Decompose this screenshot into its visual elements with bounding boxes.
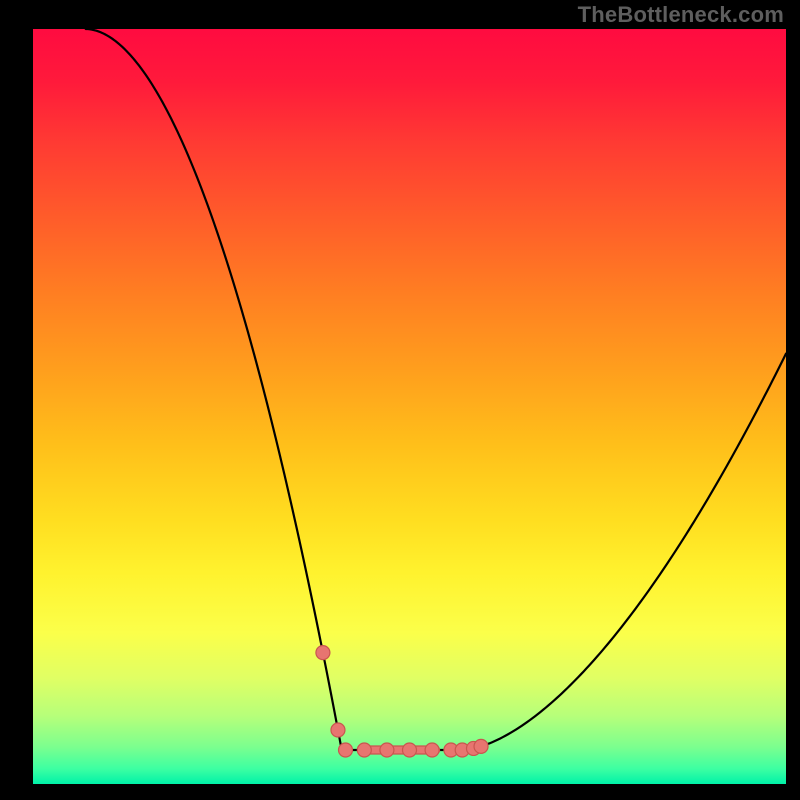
- watermark-text: TheBottleneck.com: [578, 2, 784, 28]
- curve-marker: [380, 743, 394, 757]
- plot-svg: [33, 29, 786, 784]
- curve-marker: [403, 743, 417, 757]
- curve-marker: [357, 743, 371, 757]
- curve-marker: [331, 723, 345, 737]
- plot-area: [33, 29, 786, 784]
- curve-marker: [474, 739, 488, 753]
- curve-marker: [316, 646, 330, 660]
- curve-marker: [339, 743, 353, 757]
- gradient-background: [33, 29, 786, 784]
- curve-marker: [425, 743, 439, 757]
